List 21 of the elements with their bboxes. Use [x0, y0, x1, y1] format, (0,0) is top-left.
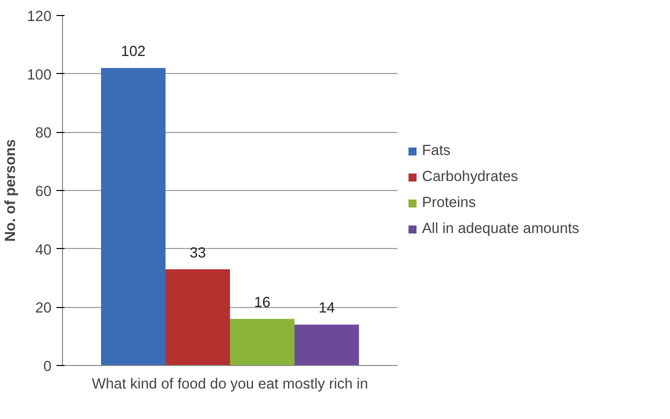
legend-label: All in adequate amounts — [422, 221, 580, 237]
data-label: 33 — [190, 245, 206, 262]
bar — [166, 269, 230, 366]
y-tick-label: 40 — [35, 242, 52, 258]
legend-label: Carbohydrates — [422, 169, 518, 185]
y-tick-label: 100 — [27, 67, 52, 84]
data-label: 14 — [318, 300, 335, 317]
data-label: 102 — [121, 44, 146, 60]
bar — [101, 68, 166, 366]
y-tick-label: 120 — [27, 9, 52, 25]
y-axis-title: No. of persons — [3, 139, 20, 242]
y-tick-label: 0 — [43, 359, 52, 375]
y-tick-label: 20 — [35, 300, 52, 317]
y-tick-label: 80 — [35, 126, 52, 142]
legend-label: Proteins — [422, 195, 476, 211]
data-label: 16 — [254, 294, 270, 311]
legend-label: Fats — [422, 143, 451, 159]
bar — [230, 318, 294, 366]
bar — [294, 324, 359, 366]
x-tick-label: What kind of food do you eat mostly rich in — [92, 376, 368, 392]
y-tick-label: 60 — [35, 184, 52, 200]
